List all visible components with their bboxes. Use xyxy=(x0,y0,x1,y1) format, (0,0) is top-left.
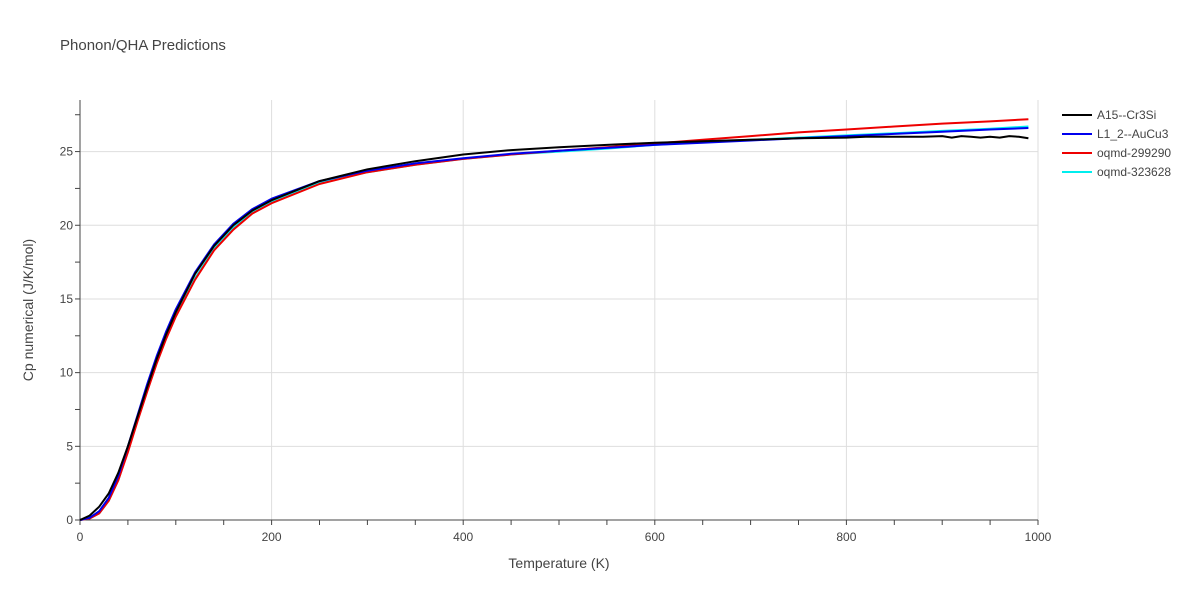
series-line-a15-cr3si xyxy=(79,135,1029,521)
legend-label: L1_2--AuCu3 xyxy=(1097,127,1169,141)
legend-label: A15--Cr3Si xyxy=(1097,108,1156,122)
tick-labels: 0 200 400 600 800 1000 0 5 10 15 20 25 xyxy=(60,145,1052,544)
y-tick-label: 20 xyxy=(60,218,74,232)
legend-label: oqmd-299290 xyxy=(1097,146,1171,160)
x-tick-label: 400 xyxy=(453,530,473,544)
legend[interactable]: A15--Cr3Si L1_2--AuCu3 oqmd-299290 oqmd-323… xyxy=(1062,108,1171,179)
x-tick-label: 200 xyxy=(262,530,282,544)
y-tick-label: 0 xyxy=(66,513,73,527)
x-tick-label: 600 xyxy=(645,530,665,544)
x-tick-label: 800 xyxy=(836,530,856,544)
legend-item-oqmd-299290[interactable]: oqmd-299290 xyxy=(1062,146,1171,160)
series-line-oqmd-323628 xyxy=(79,125,1029,521)
plot-area xyxy=(79,118,1029,521)
legend-item-oqmd-323628[interactable]: oqmd-323628 xyxy=(1062,165,1171,179)
grid xyxy=(80,100,1039,520)
y-tick-label: 15 xyxy=(60,292,74,306)
legend-item-l1-2-aucu3[interactable]: L1_2--AuCu3 xyxy=(1062,127,1169,141)
y-tick-label: 25 xyxy=(60,145,74,159)
chart-title: Phonon/QHA Predictions xyxy=(60,37,226,54)
x-tick-label: 0 xyxy=(77,530,84,544)
axes xyxy=(75,100,1039,525)
y-tick-label: 10 xyxy=(60,366,74,380)
legend-label: oqmd-323628 xyxy=(1097,165,1171,179)
y-axis-title: Cp numerical (J/K/mol) xyxy=(20,239,36,381)
x-axis-title: Temperature (K) xyxy=(508,555,609,571)
series-line-oqmd-299290 xyxy=(79,118,1029,521)
series-line-l1-2-aucu3 xyxy=(79,127,1029,521)
y-tick-label: 5 xyxy=(66,439,73,453)
x-tick-label: 1000 xyxy=(1025,530,1052,544)
legend-item-a15-cr3si[interactable]: A15--Cr3Si xyxy=(1062,108,1156,122)
